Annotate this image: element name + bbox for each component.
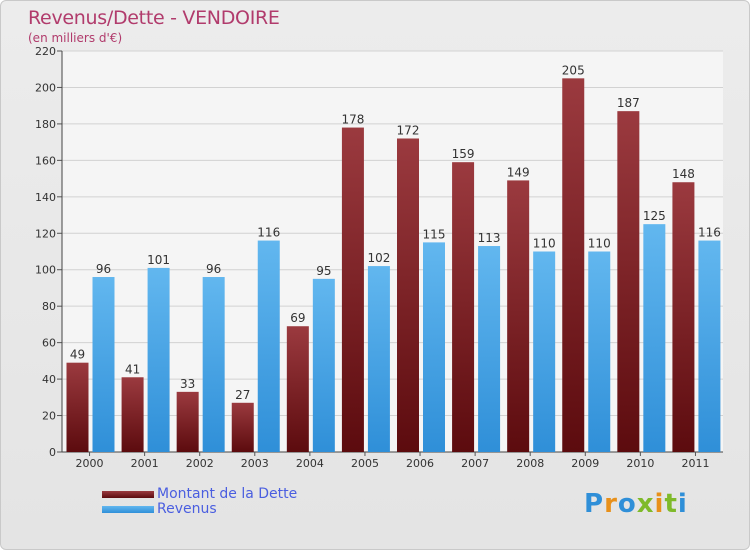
bar-revenue-2004 <box>312 278 335 452</box>
data-label-debt-2005: 178 <box>341 113 364 127</box>
y-tick-label: 140 <box>35 191 56 204</box>
data-label-debt-2001: 41 <box>125 362 140 376</box>
bar-debt-2003 <box>231 402 254 452</box>
x-tick-label-2008: 2008 <box>516 457 544 470</box>
legend-item-revenue: Revenus <box>102 502 297 517</box>
legend-swatch-revenue <box>102 505 154 513</box>
y-tick-label: 120 <box>35 227 56 240</box>
bar-revenue-2002 <box>202 277 225 452</box>
y-tick-label: 60 <box>42 337 56 350</box>
plot-area <box>62 51 723 452</box>
x-tick-label-2010: 2010 <box>626 457 654 470</box>
y-tick-label: 180 <box>35 118 56 131</box>
bar-debt-2002 <box>176 391 199 452</box>
legend: Montant de la Dette Revenus <box>102 487 297 517</box>
bar-debt-2006 <box>397 138 419 452</box>
data-label-revenue-2006: 115 <box>423 227 446 241</box>
y-tick-label: 200 <box>35 81 56 94</box>
y-tick-label: 20 <box>42 410 56 423</box>
brand-letter: r <box>604 489 618 519</box>
x-tick-label-2005: 2005 <box>351 457 379 470</box>
data-label-debt-2006: 172 <box>397 123 420 137</box>
bar-debt-2001 <box>121 377 144 452</box>
bar-revenue-2001 <box>147 267 170 452</box>
bar-debt-2011 <box>672 182 695 452</box>
y-tick-label: 80 <box>42 300 56 313</box>
y-tick-label: 100 <box>35 264 56 277</box>
x-tick-label-2000: 2000 <box>76 457 104 470</box>
data-label-revenue-2000: 96 <box>96 262 111 276</box>
bar-revenue-2003 <box>257 240 280 452</box>
proxiti-logo: Proxiti <box>584 489 688 519</box>
brand-letter: i <box>677 489 688 519</box>
bar-revenue-2009 <box>588 251 611 452</box>
data-label-revenue-2004: 95 <box>316 264 331 278</box>
bar-revenue-2011 <box>698 240 721 452</box>
bar-debt-2005 <box>341 127 364 453</box>
bar-revenue-2005 <box>367 266 390 452</box>
bar-revenue-2010 <box>643 224 666 452</box>
data-label-revenue-2007: 113 <box>478 231 501 245</box>
bar-debt-2007 <box>452 162 475 452</box>
bar-revenue-2007 <box>478 246 501 452</box>
x-tick-label-2009: 2009 <box>571 457 599 470</box>
bar-debt-2008 <box>507 180 530 452</box>
brand-letter: x <box>636 489 655 519</box>
bar-revenue-2006 <box>423 242 445 452</box>
x-tick-label-2001: 2001 <box>131 457 159 470</box>
data-label-debt-2004: 69 <box>290 311 305 325</box>
data-label-revenue-2008: 110 <box>533 237 556 251</box>
data-label-debt-2000: 49 <box>70 348 85 362</box>
chart-unit-subtitle: (en milliers d'€) <box>28 31 123 45</box>
bar-debt-2010 <box>617 111 640 453</box>
y-tick-label: 0 <box>49 446 56 459</box>
brand-letter: i <box>654 489 665 519</box>
data-label-revenue-2003: 116 <box>257 226 280 240</box>
y-tick-label: 160 <box>35 154 56 167</box>
bar-revenue-2000 <box>92 277 115 452</box>
data-label-debt-2007: 159 <box>452 147 475 161</box>
data-label-revenue-2011: 116 <box>698 226 721 240</box>
data-label-revenue-2002: 96 <box>206 262 221 276</box>
data-label-debt-2003: 27 <box>235 388 250 402</box>
data-label-debt-2002: 33 <box>180 377 195 391</box>
x-tick-label-2006: 2006 <box>406 457 434 470</box>
brand-letter: P <box>584 489 605 519</box>
data-label-debt-2010: 187 <box>617 96 640 110</box>
data-label-revenue-2010: 125 <box>643 209 666 223</box>
x-tick-label-2002: 2002 <box>186 457 214 470</box>
y-tick-label: 220 <box>35 45 56 58</box>
data-label-revenue-2001: 101 <box>147 253 170 267</box>
data-label-revenue-2005: 102 <box>367 251 390 265</box>
legend-label-debt: Montant de la Dette <box>157 486 298 502</box>
data-label-debt-2009: 205 <box>562 63 585 77</box>
data-label-debt-2008: 149 <box>507 165 530 179</box>
bar-debt-2000 <box>66 362 89 452</box>
legend-item-debt: Montant de la Dette <box>102 487 297 502</box>
bar-debt-2004 <box>286 326 309 452</box>
legend-swatch-debt <box>102 490 154 498</box>
legend-label-revenue: Revenus <box>157 501 217 517</box>
x-tick-label-2003: 2003 <box>241 457 269 470</box>
data-label-debt-2011: 148 <box>672 167 695 181</box>
data-label-revenue-2009: 110 <box>588 237 611 251</box>
chart-title: Revenus/Dette - VENDOIRE <box>28 7 280 29</box>
x-tick-label-2004: 2004 <box>296 457 324 470</box>
y-tick-label: 40 <box>42 373 56 386</box>
x-tick-label-2011: 2011 <box>681 457 709 470</box>
bar-debt-2009 <box>562 78 585 452</box>
brand-letter: t <box>664 489 678 519</box>
bar-revenue-2008 <box>533 251 556 452</box>
x-tick-label-2007: 2007 <box>461 457 489 470</box>
brand-letter: o <box>617 489 637 519</box>
